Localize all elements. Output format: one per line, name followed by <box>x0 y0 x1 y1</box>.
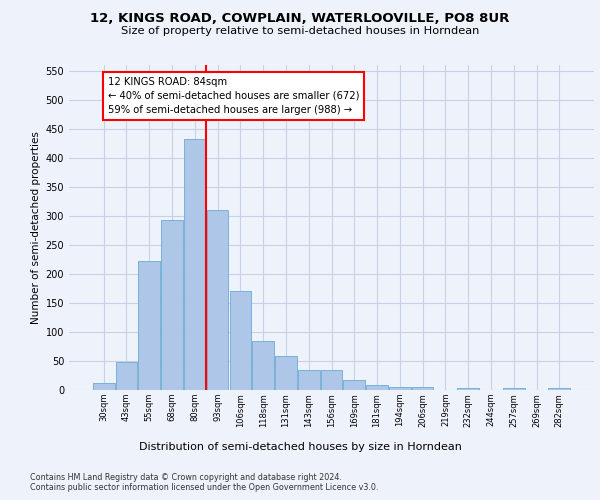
Text: 12, KINGS ROAD, COWPLAIN, WATERLOOVILLE, PO8 8UR: 12, KINGS ROAD, COWPLAIN, WATERLOOVILLE,… <box>91 12 509 26</box>
Bar <box>207 210 229 390</box>
Bar <box>184 140 206 390</box>
Text: 12 KINGS ROAD: 84sqm
← 40% of semi-detached houses are smaller (672)
59% of semi: 12 KINGS ROAD: 84sqm ← 40% of semi-detac… <box>108 76 359 114</box>
Bar <box>366 386 388 390</box>
Bar <box>343 380 365 390</box>
Bar <box>548 388 570 390</box>
Bar <box>503 388 524 390</box>
Text: Size of property relative to semi-detached houses in Horndean: Size of property relative to semi-detach… <box>121 26 479 36</box>
Text: Contains HM Land Registry data © Crown copyright and database right 2024.: Contains HM Land Registry data © Crown c… <box>30 472 342 482</box>
Bar <box>139 261 160 390</box>
Bar <box>320 370 343 390</box>
Bar <box>116 362 137 390</box>
Bar <box>230 292 251 390</box>
Text: Distribution of semi-detached houses by size in Horndean: Distribution of semi-detached houses by … <box>139 442 461 452</box>
Bar <box>275 356 297 390</box>
Bar <box>457 388 479 390</box>
Bar <box>389 387 410 390</box>
Bar <box>253 340 274 390</box>
Bar <box>161 220 183 390</box>
Bar <box>93 383 115 390</box>
Bar <box>298 370 320 390</box>
Text: Contains public sector information licensed under the Open Government Licence v3: Contains public sector information licen… <box>30 482 379 492</box>
Y-axis label: Number of semi-detached properties: Number of semi-detached properties <box>31 131 41 324</box>
Bar <box>412 387 433 390</box>
